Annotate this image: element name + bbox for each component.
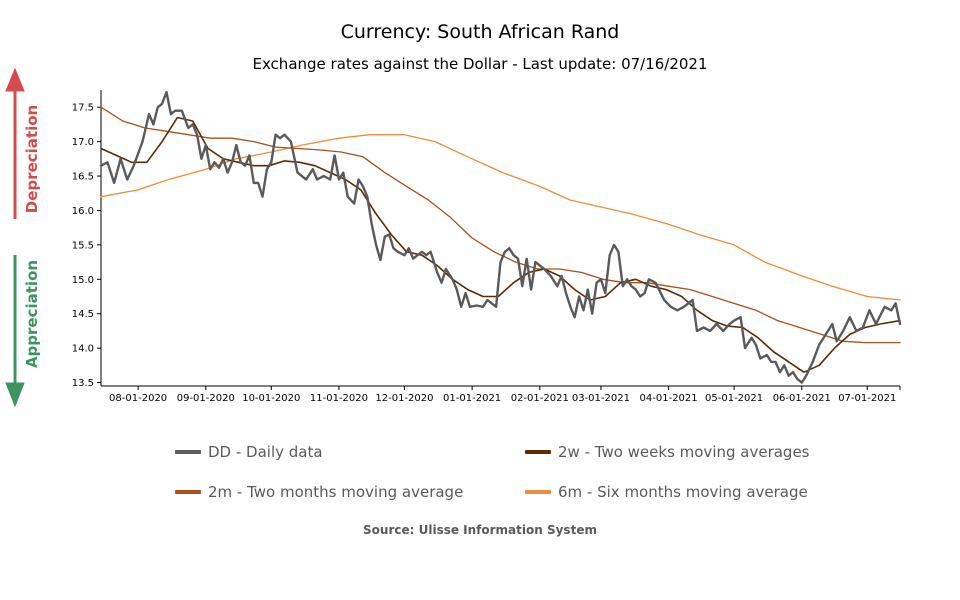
- series-line-2m: [100, 106, 901, 344]
- x-tick-label: 10-01-2020: [242, 393, 300, 404]
- depreciation-label: Depreciation: [23, 105, 41, 213]
- x-tick-label: 12-01-2020: [375, 393, 433, 404]
- x-tick-label: 01-01-2021: [443, 393, 501, 404]
- chart-subtitle: Exchange rates against the Dollar - Last…: [252, 55, 708, 73]
- y-tick-label: 15.0: [72, 275, 94, 286]
- side-indicator: Depreciation Appreciation: [5, 67, 41, 408]
- x-tick-label: 11-01-2020: [310, 393, 368, 404]
- chart-title: Currency: South African Rand: [340, 21, 620, 43]
- series-line-6m: [100, 134, 901, 301]
- y-tick-label: 13.5: [72, 378, 94, 389]
- x-tick-label: 08-01-2020: [109, 393, 167, 404]
- appreciation-label: Appreciation: [23, 260, 41, 368]
- y-tick-label: 15.5: [72, 240, 94, 251]
- source-note: Source: Ulisse Information System: [363, 523, 597, 537]
- y-tick-label: 16.5: [72, 172, 94, 183]
- axes: 13.5 14.0 14.5 15.0 15.5 16.0 16.5 17.0 17.5 08-0…: [72, 90, 901, 404]
- series-line-2w: [100, 116, 901, 373]
- y-tick-label: 16.0: [72, 206, 94, 217]
- y-tick-label: 17.5: [72, 103, 94, 114]
- x-tick-label: 02-01-2021: [511, 393, 569, 404]
- x-tick-label: 04-01-2021: [640, 393, 698, 404]
- appreciation-arrow-head: [5, 382, 25, 408]
- y-tick-label: 14.0: [72, 344, 94, 355]
- x-tick-label: 06-01-2021: [773, 393, 831, 404]
- x-tick-label: 09-01-2020: [177, 393, 235, 404]
- y-tick-label: 17.0: [72, 137, 94, 148]
- series-line-daily: [99, 90, 902, 384]
- x-tick-label: 05-01-2021: [705, 393, 763, 404]
- series-lines: [99, 90, 902, 384]
- y-tick-label: 14.5: [72, 309, 94, 320]
- depreciation-arrow-head: [5, 67, 25, 92]
- x-tick-label: 03-01-2021: [572, 393, 630, 404]
- x-tick-label: 07-01-2021: [838, 393, 896, 404]
